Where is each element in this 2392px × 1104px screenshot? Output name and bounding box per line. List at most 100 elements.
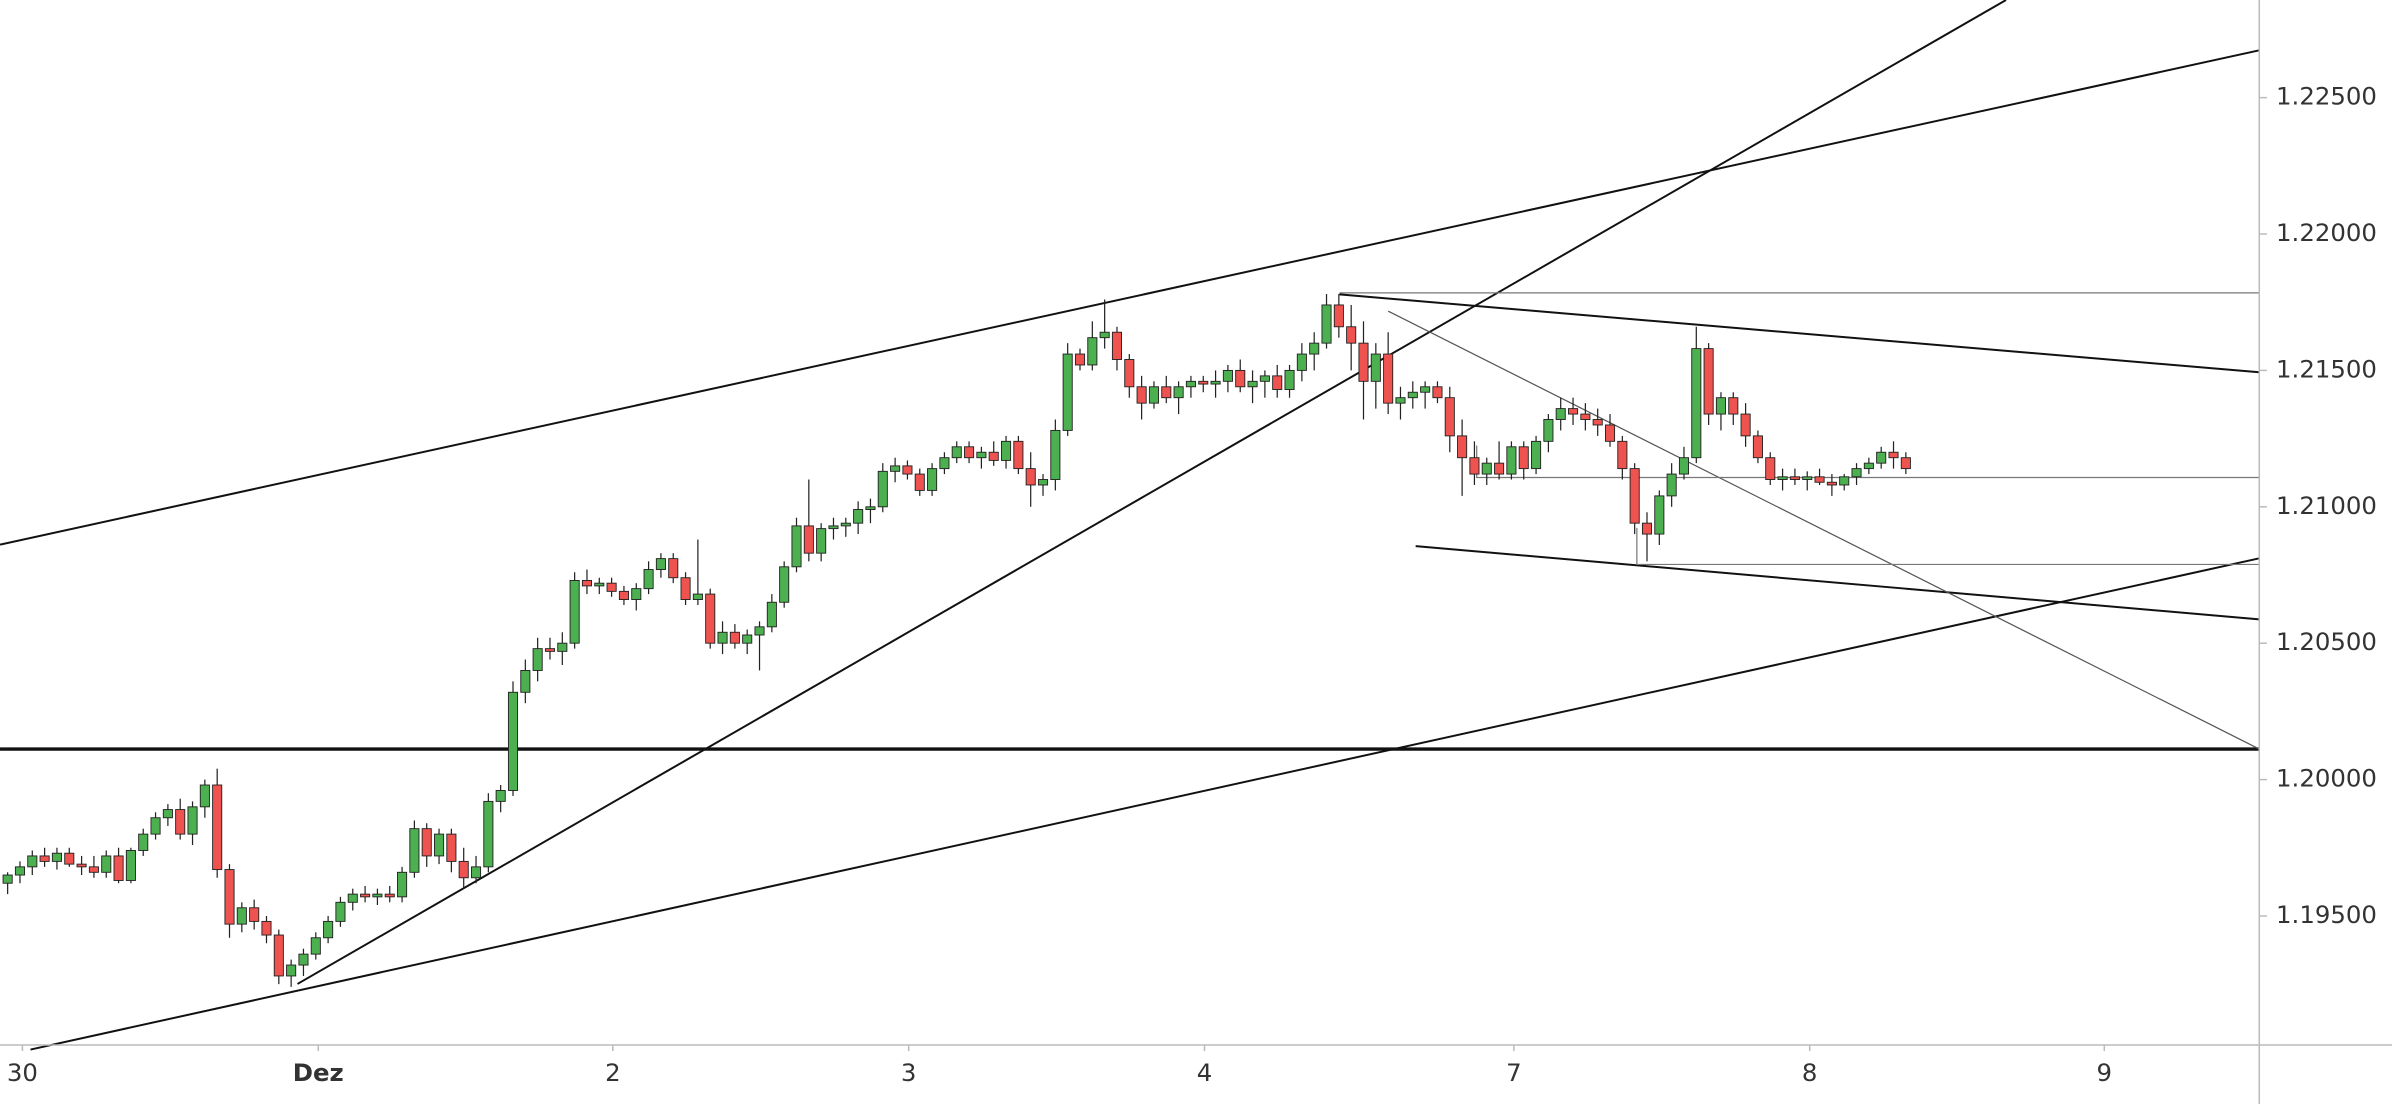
candle-body	[1235, 369, 1246, 388]
candle-body	[187, 806, 198, 835]
candle-body	[421, 828, 432, 857]
candle-body	[261, 920, 272, 936]
candle-body	[1321, 304, 1332, 344]
candle-body	[1531, 440, 1542, 470]
candle-body	[1752, 435, 1763, 459]
candle-body	[76, 863, 87, 868]
candle-body	[1099, 331, 1110, 339]
candle-body	[594, 582, 605, 587]
candle-body	[1198, 380, 1209, 385]
candle-body	[1876, 451, 1887, 464]
candle-body	[939, 457, 950, 470]
candle-body	[1777, 476, 1788, 480]
candle-body	[446, 833, 457, 862]
candle-body	[680, 577, 691, 600]
candle-body	[335, 901, 346, 922]
candle-body	[705, 593, 716, 644]
candle-body	[372, 893, 383, 898]
x-tick-label: 3	[901, 1058, 917, 1087]
candle-body	[113, 855, 124, 881]
candle-body	[1370, 353, 1381, 382]
candle-body	[877, 470, 888, 508]
candle-body	[791, 525, 802, 568]
candle-body	[692, 593, 703, 600]
candle-body	[1888, 451, 1899, 459]
y-tick-label: 1.21000	[2276, 491, 2377, 520]
candle-body	[631, 588, 642, 600]
x-tick-label: 4	[1197, 1058, 1213, 1087]
candle-body	[14, 866, 26, 876]
candle-body	[1222, 369, 1233, 382]
x-tick-label: 30	[7, 1058, 38, 1087]
candle-body	[298, 953, 309, 966]
candle-body	[1839, 476, 1850, 486]
candle-body	[1111, 331, 1123, 360]
candle-body	[742, 634, 753, 644]
candle-body	[1284, 369, 1295, 390]
candle-body	[779, 566, 790, 603]
candle-body	[1469, 457, 1480, 475]
x-tick-label: 9	[2097, 1058, 2113, 1087]
candle-body	[532, 648, 543, 671]
candle-body	[397, 871, 408, 898]
candle-body	[964, 446, 975, 459]
candle-body	[1210, 380, 1221, 385]
candle-body	[1185, 380, 1196, 388]
candle-body	[1259, 375, 1270, 382]
candle-body	[544, 648, 556, 652]
candle-body	[1383, 353, 1394, 404]
candle-body	[1863, 462, 1874, 470]
level-line	[1636, 527, 2260, 566]
candle-body	[902, 465, 913, 475]
candle-body	[1001, 440, 1012, 461]
y-tick-label: 1.22000	[2276, 218, 2377, 247]
candle-body	[1173, 386, 1184, 399]
candle-body	[458, 860, 469, 879]
candle-body	[890, 465, 901, 472]
trendline	[1387, 310, 2260, 750]
candle-body	[1358, 342, 1369, 382]
y-tick-label: 1.20000	[2276, 764, 2377, 793]
candle-body	[384, 893, 395, 898]
x-tick-label: 2	[605, 1058, 621, 1087]
candle-body	[507, 691, 519, 791]
candle-body	[1148, 386, 1159, 404]
candle-body	[1580, 413, 1591, 420]
trendline	[30, 557, 2260, 1051]
candle-body	[865, 506, 876, 510]
x-tick-label: Dez	[293, 1058, 344, 1087]
candle-body	[39, 855, 50, 862]
candle-body	[323, 920, 334, 939]
candle-body	[754, 626, 765, 636]
candle-body	[1506, 446, 1517, 475]
candle-body	[1900, 457, 1911, 470]
candle-body	[162, 809, 173, 819]
candle-body	[27, 855, 38, 868]
candle-body	[1062, 353, 1073, 431]
candle-body	[668, 558, 679, 579]
y-tick-label: 1.21500	[2276, 354, 2377, 383]
candle-body	[199, 784, 210, 808]
candle-body	[853, 509, 864, 524]
candle-body	[2, 874, 13, 884]
trendline	[1415, 545, 2260, 621]
y-tick-label: 1.22500	[2276, 82, 2377, 111]
candle-body	[1715, 397, 1726, 415]
candle-body	[581, 579, 592, 587]
candle-body	[286, 964, 297, 977]
candle-body	[1666, 473, 1677, 497]
candle-body	[1789, 476, 1800, 480]
candle-body	[236, 907, 247, 925]
candle-body	[840, 522, 851, 527]
candle-body	[1444, 397, 1455, 437]
candle-body	[1432, 386, 1443, 399]
candle-body	[1802, 476, 1813, 480]
candle-body	[914, 473, 925, 491]
candle-body	[483, 800, 494, 868]
candle-body	[1518, 446, 1529, 470]
x-tick-label: 7	[1506, 1058, 1522, 1087]
candle-body	[1814, 476, 1825, 483]
candle-body	[1568, 408, 1579, 415]
candle-body	[64, 852, 75, 865]
